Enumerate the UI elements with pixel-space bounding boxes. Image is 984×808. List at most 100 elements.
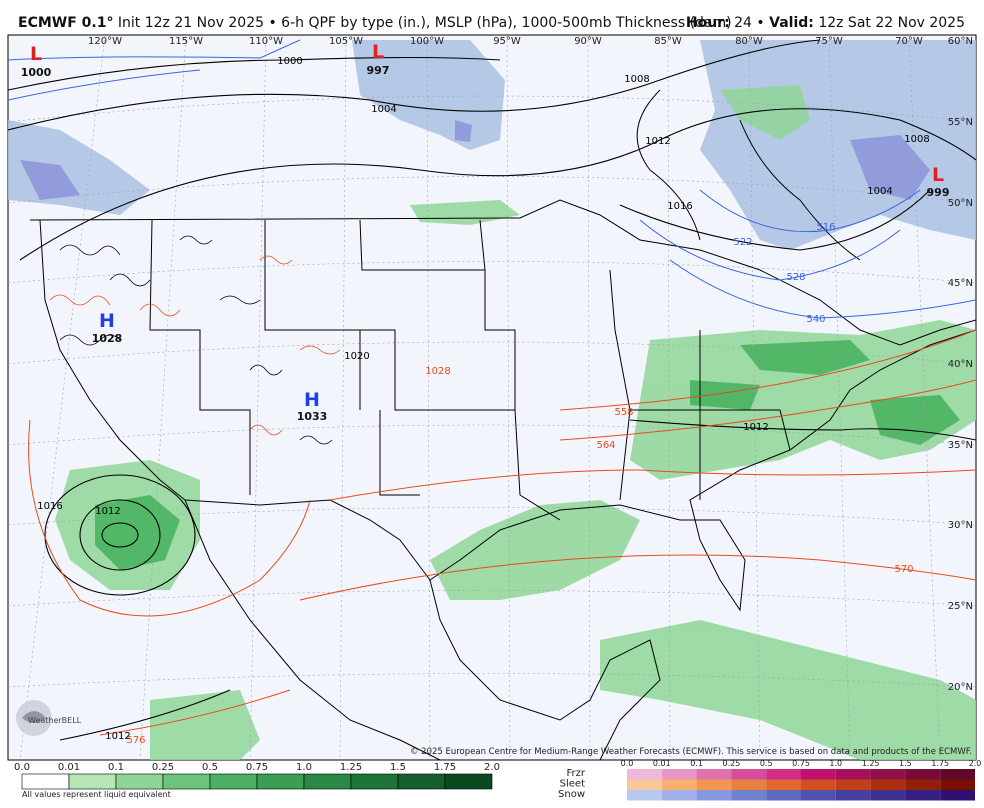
contour-label: 1008 bbox=[624, 74, 649, 85]
colorbar-type-segment bbox=[731, 790, 767, 801]
run-description: Init 12z 21 Nov 2025 • 6-h QPF by type (… bbox=[118, 15, 732, 31]
colorbar-type-segment bbox=[835, 790, 871, 801]
contour-label: 1000 bbox=[277, 56, 302, 67]
valid-value: 12z Sat 22 Nov 2025 bbox=[818, 15, 965, 31]
longitude-label: 70°W bbox=[895, 36, 923, 47]
contour-label: 528 bbox=[786, 272, 805, 283]
colorbar-type-tick: 2.0 bbox=[969, 759, 982, 768]
latitude-label: 45°N bbox=[948, 278, 973, 289]
colorbar-type-segment bbox=[627, 769, 662, 780]
colorbar-type-segment bbox=[905, 790, 941, 801]
colorbar-type-tick: 0.01 bbox=[653, 759, 671, 768]
colorbar-type-tick: 1.75 bbox=[931, 759, 949, 768]
colorbar-rain-tick: 0.25 bbox=[152, 762, 174, 773]
longitude-label: 105°W bbox=[329, 36, 363, 47]
colorbar-rain-tick: 1.0 bbox=[296, 762, 312, 773]
latitude-label: 60°N bbox=[948, 36, 973, 47]
credit: © 2025 European Centre for Medium-Range … bbox=[410, 747, 972, 757]
colorbar-type-segment bbox=[661, 769, 697, 780]
longitude-label: 90°W bbox=[574, 36, 602, 47]
contour-label: 1012 bbox=[743, 422, 768, 433]
contour-label: 516 bbox=[816, 222, 835, 233]
contour-label: 564 bbox=[596, 440, 615, 451]
colorbar-type-segment bbox=[731, 779, 767, 790]
contour-label: 1004 bbox=[371, 104, 396, 115]
colorbar-type-tick: 1.5 bbox=[899, 759, 912, 768]
longitude-labels: 120°W 115°W 110°W 105°W 100°W 95°W 90°W 85°W 80°… bbox=[88, 36, 923, 47]
contour-label: 1012 bbox=[105, 731, 130, 742]
legend-note: All values represent liquid equivalent bbox=[22, 790, 171, 799]
colorbar-type-segment bbox=[766, 790, 801, 801]
latitude-labels: 60°N 55°N 50°N 45°N 40°N 35°N 30°N 25°N 20°N bbox=[948, 36, 973, 693]
colorbar-type-segment bbox=[696, 779, 732, 790]
colorbar-rain-tick: 0.0 bbox=[14, 762, 30, 773]
colorbar-rain-tick: 1.25 bbox=[340, 762, 362, 773]
latitude-label: 40°N bbox=[948, 359, 973, 370]
latitude-label: 25°N bbox=[948, 601, 973, 612]
colorbar-rain-segment bbox=[115, 773, 164, 790]
colorbar-rain-tick: 0.1 bbox=[108, 762, 124, 773]
colorbar-type-tick: 0.25 bbox=[722, 759, 740, 768]
colorbar-type-segment bbox=[766, 779, 801, 790]
colorbar-rain-segment bbox=[397, 773, 446, 790]
contour-label: 576 bbox=[126, 735, 145, 746]
colorbar-type-segment bbox=[835, 769, 871, 780]
pressure-center-symbol: H bbox=[304, 389, 320, 411]
colorbar-rain-segment bbox=[350, 773, 399, 790]
longitude-label: 100°W bbox=[410, 36, 444, 47]
colorbar-rain-tick: 0.01 bbox=[58, 762, 80, 773]
logo-text: WeatherBELL bbox=[28, 716, 82, 725]
contour-label: 1008 bbox=[904, 134, 929, 145]
colorbar-type-segment bbox=[696, 790, 732, 801]
pressure-center-value: 1000 bbox=[21, 66, 52, 79]
pressure-center-symbol: H bbox=[99, 310, 115, 332]
colorbar-rain-segment bbox=[444, 773, 493, 790]
colorbar-rain-segment bbox=[21, 773, 70, 790]
contour-label: 1016 bbox=[667, 201, 692, 212]
precip-type-label: Frzr bbox=[567, 768, 586, 779]
colorbar-rain-segment bbox=[256, 773, 305, 790]
contour-label: 522 bbox=[733, 237, 752, 248]
contour-label: 558 bbox=[614, 407, 633, 418]
latitude-label: 20°N bbox=[948, 682, 973, 693]
colorbar-type-tick: 0.75 bbox=[792, 759, 810, 768]
colorbar-type-segment bbox=[696, 769, 732, 780]
colorbar-type-segment bbox=[940, 790, 975, 801]
legend: All values represent liquid equivalent 0… bbox=[14, 759, 981, 801]
pressure-center-symbol: L bbox=[372, 41, 384, 63]
colorbar-type-tick: 0.5 bbox=[760, 759, 773, 768]
contour-label: 1012 bbox=[95, 506, 120, 517]
logo: WeatherBELL bbox=[16, 700, 82, 736]
pressure-center-value: 999 bbox=[927, 186, 950, 199]
thickness-warm bbox=[28, 329, 976, 736]
colorbar-rain-segment bbox=[303, 773, 352, 790]
colorbar-rain-tick: 2.0 bbox=[484, 762, 500, 773]
isobars bbox=[8, 39, 976, 741]
colorbar-rain-segment bbox=[162, 773, 211, 790]
longitude-label: 95°W bbox=[493, 36, 521, 47]
colorbar-type-tick: 1.25 bbox=[862, 759, 880, 768]
pressure-center-symbol: L bbox=[932, 164, 944, 186]
pressure-center-value: 1028 bbox=[92, 332, 123, 345]
contour-label: 540 bbox=[806, 314, 825, 325]
colorbar-type-segment bbox=[940, 769, 975, 780]
colorbar-rain-tick: 0.75 bbox=[246, 762, 268, 773]
contour-label: 570 bbox=[894, 564, 913, 575]
latitude-label: 50°N bbox=[948, 198, 973, 209]
colorbar-type-segment bbox=[661, 790, 697, 801]
longitude-label: 110°W bbox=[249, 36, 283, 47]
colorbar-type-segment bbox=[661, 779, 697, 790]
longitude-label: 85°W bbox=[654, 36, 682, 47]
colorbar-type-tick: 0.0 bbox=[621, 759, 634, 768]
colorbar-type-segment bbox=[835, 779, 871, 790]
latitude-label: 30°N bbox=[948, 520, 973, 531]
valid-label: Valid: bbox=[769, 15, 814, 31]
longitude-label: 120°W bbox=[88, 36, 122, 47]
contour-label: 1004 bbox=[867, 186, 892, 197]
contour-label: 1012 bbox=[645, 136, 670, 147]
map-layers bbox=[8, 35, 976, 760]
colorbar-type-segment bbox=[801, 779, 836, 790]
colorbar-type-segment bbox=[627, 779, 662, 790]
colorbar-type-segment bbox=[801, 769, 836, 780]
